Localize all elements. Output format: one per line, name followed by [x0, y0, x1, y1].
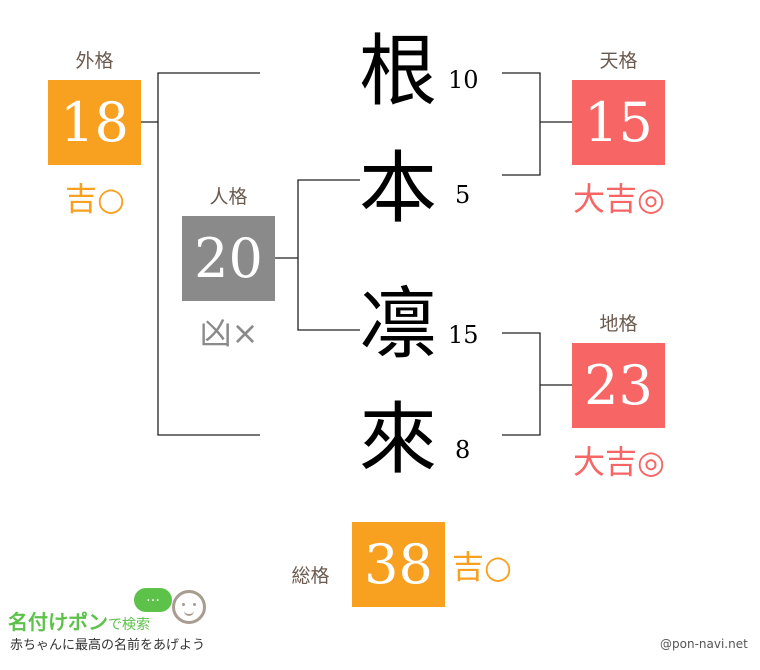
soukaku-label: 総格 [291, 565, 330, 587]
tenkaku-fortune: 大吉◎ [573, 180, 665, 218]
name-character: 凛 [358, 280, 437, 370]
stroke-count: 10 [448, 66, 479, 94]
chikaku-label: 地格 [599, 313, 638, 335]
tenkaku-value: 15 [572, 80, 665, 165]
jinkaku-value: 20 [182, 216, 275, 301]
stroke-count: 15 [448, 321, 479, 349]
gaikaku-fortune: 吉○ [65, 180, 125, 218]
name-character: 本 [358, 144, 437, 234]
chi-bracket [502, 332, 541, 436]
stroke-count: 5 [455, 181, 471, 209]
site-credit: @pon-navi.net [660, 637, 748, 651]
stroke-count: 8 [455, 436, 471, 464]
baby-face-icon [172, 590, 206, 624]
outer-bracket [157, 72, 260, 436]
brand-name: 名付けポン [8, 610, 108, 634]
brand-logo: 名付けポンで検索 [8, 606, 150, 635]
jinkaku-fortune: 凶× [199, 314, 259, 352]
jinkaku-label: 人格 [209, 186, 248, 208]
chikaku-fortune: 大吉◎ [573, 443, 665, 481]
name-character: 來 [358, 395, 437, 485]
brand-suffix: で検索 [108, 617, 150, 633]
tagline: 赤ちゃんに最高の名前をあげよう [10, 638, 206, 653]
soukaku-fortune: 吉○ [452, 548, 512, 586]
chikaku-value: 23 [572, 343, 665, 428]
ten-bracket [502, 72, 541, 176]
tenkaku-label: 天格 [599, 50, 638, 72]
soukaku-value: 38 [352, 522, 445, 607]
gaikaku-label: 外格 [75, 50, 114, 72]
name-character: 根 [358, 27, 437, 117]
gaikaku-value: 18 [48, 80, 141, 165]
inner-bracket [297, 179, 360, 331]
speech-bubble-icon: … [134, 588, 172, 612]
